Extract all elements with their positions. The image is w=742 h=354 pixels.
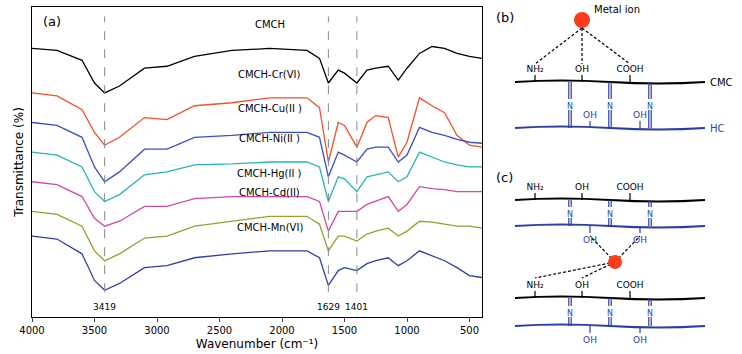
svg-text:(a): (a) [43, 14, 61, 29]
svg-text:(b): (b) [496, 10, 514, 25]
svg-text:CMCH-Ni(II ): CMCH-Ni(II ) [239, 133, 300, 144]
svg-text:N: N [567, 210, 573, 219]
svg-text:3419: 3419 [93, 302, 116, 312]
svg-text:N: N [567, 309, 573, 318]
svg-text:3500: 3500 [82, 325, 107, 336]
svg-text:CMCH-Cr(VI): CMCH-Cr(VI) [238, 69, 301, 80]
svg-text:1000: 1000 [394, 325, 419, 336]
svg-text:1629: 1629 [317, 302, 340, 312]
svg-text:OH: OH [633, 235, 647, 245]
svg-text:CMCH: CMCH [255, 19, 285, 30]
svg-text:OH: OH [575, 64, 589, 74]
svg-text:OH: OH [633, 335, 647, 345]
svg-text:Transmittance (%): Transmittance (%) [12, 107, 26, 218]
svg-text:3000: 3000 [144, 325, 169, 336]
svg-text:4000: 4000 [19, 325, 44, 336]
svg-text:OH: OH [575, 280, 589, 290]
svg-text:NH₂: NH₂ [526, 280, 544, 290]
svg-text:OH: OH [583, 235, 597, 245]
svg-text:N: N [647, 102, 653, 111]
svg-text:1500: 1500 [332, 325, 357, 336]
svg-text:OH: OH [583, 335, 597, 345]
svg-text:2000: 2000 [269, 325, 294, 336]
svg-text:Metal ion: Metal ion [594, 4, 640, 15]
svg-text:CMCH-Cu(II ): CMCH-Cu(II ) [238, 103, 302, 114]
svg-text:N: N [567, 102, 573, 111]
svg-text:500: 500 [460, 325, 479, 336]
svg-text:NH₂: NH₂ [526, 182, 544, 192]
svg-text:CMC: CMC [710, 77, 733, 88]
svg-text:OH: OH [583, 110, 597, 120]
svg-text:N: N [607, 309, 613, 318]
svg-text:COOH: COOH [616, 64, 643, 74]
svg-text:CMCH-Cd(II): CMCH-Cd(II) [239, 187, 300, 198]
svg-text:NH₂: NH₂ [526, 64, 544, 74]
svg-text:HC: HC [710, 123, 725, 134]
svg-text:N: N [607, 102, 613, 111]
svg-text:OH: OH [575, 182, 589, 192]
svg-text:CMCH-Mn(VI): CMCH-Mn(VI) [237, 222, 303, 233]
svg-text:1401: 1401 [345, 302, 368, 312]
svg-text:N: N [647, 309, 653, 318]
svg-text:CMCH-Hg(II ): CMCH-Hg(II ) [237, 168, 302, 179]
svg-text:Wavenumber (cm⁻¹): Wavenumber (cm⁻¹) [196, 337, 318, 351]
svg-text:COOH: COOH [616, 182, 643, 192]
svg-text:2500: 2500 [207, 325, 232, 336]
svg-text:OH: OH [633, 110, 647, 120]
svg-text:N: N [607, 210, 613, 219]
svg-text:N: N [647, 210, 653, 219]
svg-text:COOH: COOH [616, 280, 643, 290]
svg-text:(c): (c) [496, 170, 513, 185]
